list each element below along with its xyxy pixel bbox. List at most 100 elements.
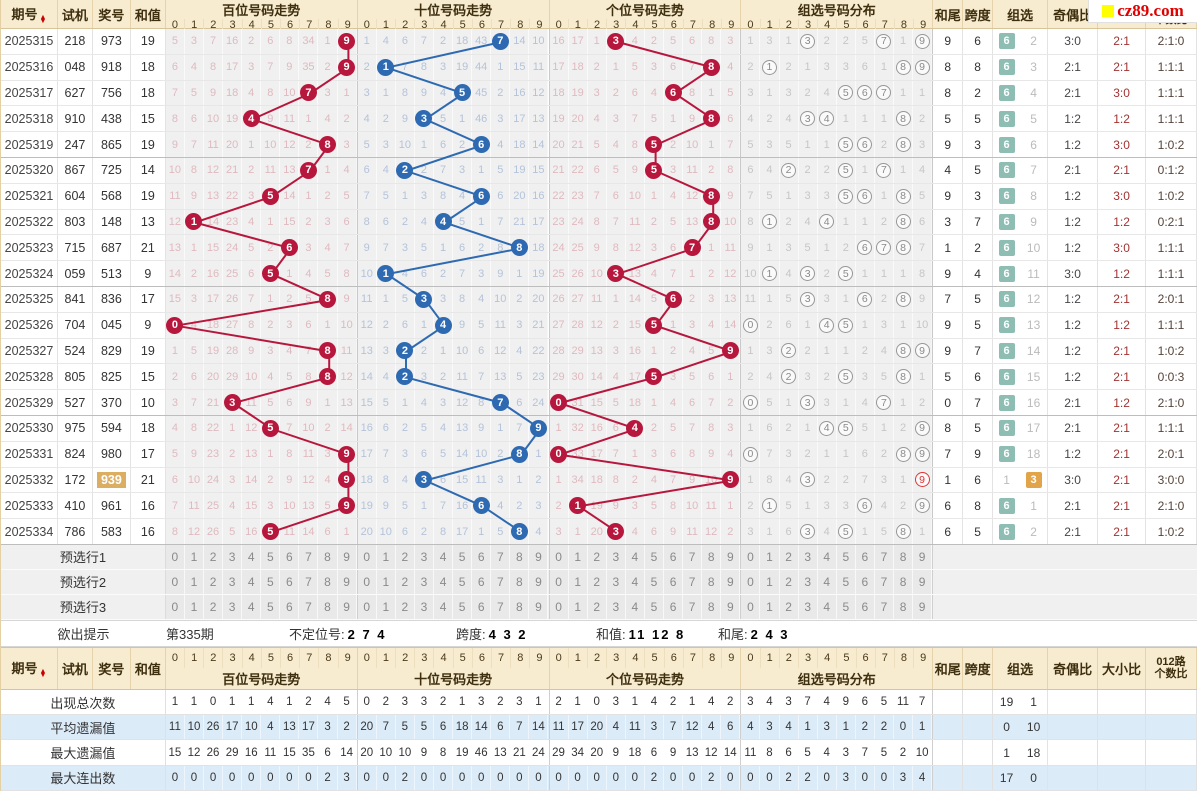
preselect-digit[interactable]: 3 <box>606 569 626 594</box>
preselect-digit[interactable]: 0 <box>165 569 185 594</box>
preselect-digit[interactable]: 2 <box>204 594 224 619</box>
preselect-digit[interactable]: 3 <box>606 544 626 569</box>
preselect-digit[interactable]: 0 <box>741 594 761 619</box>
preselect-digit[interactable]: 6 <box>664 569 684 594</box>
preselect-digit[interactable]: 8 <box>510 544 530 569</box>
preselect-digit[interactable]: 9 <box>913 594 933 619</box>
preselect-digit[interactable]: 1 <box>568 544 588 569</box>
preselect-digit[interactable]: 9 <box>529 544 549 569</box>
preselect-digit[interactable]: 4 <box>817 544 837 569</box>
preselect-digit[interactable]: 0 <box>357 569 377 594</box>
preselect-digit[interactable]: 9 <box>913 544 933 569</box>
preselect-digit[interactable]: 9 <box>721 569 741 594</box>
preselect-digit[interactable]: 7 <box>683 594 703 619</box>
preselect-digit[interactable]: 0 <box>357 544 377 569</box>
preselect-digit[interactable]: 1 <box>376 594 396 619</box>
preselect-digit[interactable]: 8 <box>894 544 914 569</box>
preselect-digit[interactable]: 1 <box>376 544 396 569</box>
preselect-digit[interactable]: 6 <box>472 594 492 619</box>
preselect-digit[interactable]: 3 <box>798 569 818 594</box>
preselect-digit[interactable]: 3 <box>414 569 435 594</box>
preselect-digit[interactable]: 0 <box>165 594 185 619</box>
preselect-digit[interactable]: 2 <box>779 544 799 569</box>
site-logo[interactable]: cz89.com <box>1088 0 1197 23</box>
preselect-digit[interactable]: 5 <box>836 594 856 619</box>
preselect-digit[interactable]: 9 <box>337 569 357 594</box>
preselect-digit[interactable]: 4 <box>434 544 454 569</box>
preselect-digit[interactable]: 2 <box>204 544 224 569</box>
preselect-digit[interactable]: 5 <box>261 594 281 619</box>
preselect-digit[interactable]: 6 <box>280 594 300 619</box>
preselect-digit[interactable]: 4 <box>817 594 837 619</box>
preselect-digit[interactable]: 7 <box>874 569 895 594</box>
preselect-digit[interactable]: 7 <box>299 569 319 594</box>
preselect-digit[interactable]: 8 <box>318 544 338 569</box>
preselect-digit[interactable]: 5 <box>836 544 856 569</box>
preselect-digit[interactable]: 0 <box>357 594 377 619</box>
preselect-digit[interactable]: 4 <box>242 544 262 569</box>
preselect-digit[interactable]: 7 <box>874 594 895 619</box>
preselect-digit[interactable]: 7 <box>491 569 511 594</box>
preselect-digit[interactable]: 8 <box>702 569 722 594</box>
preselect-digit[interactable]: 2 <box>779 569 799 594</box>
preselect-digit[interactable]: 9 <box>529 569 549 594</box>
preselect-digit[interactable]: 8 <box>510 594 530 619</box>
preselect-digit[interactable]: 0 <box>549 544 569 569</box>
preselect-digit[interactable]: 5 <box>261 569 281 594</box>
preselect-digit[interactable]: 6 <box>472 569 492 594</box>
preselect-digit[interactable]: 5 <box>453 544 473 569</box>
preselect-digit[interactable]: 1 <box>376 569 396 594</box>
preselect-digit[interactable]: 6 <box>855 544 875 569</box>
preselect-digit[interactable]: 6 <box>855 569 875 594</box>
preselect-digit[interactable]: 3 <box>223 569 243 594</box>
preselect-digit[interactable]: 5 <box>644 544 665 569</box>
preselect-digit[interactable]: 8 <box>510 569 530 594</box>
preselect-digit[interactable]: 4 <box>625 569 645 594</box>
preselect-digit[interactable]: 4 <box>242 594 262 619</box>
preselect-digit[interactable]: 1 <box>760 594 780 619</box>
preselect-digit[interactable]: 8 <box>702 594 722 619</box>
preselect-digit[interactable]: 8 <box>318 594 338 619</box>
preselect-digit[interactable]: 2 <box>587 544 607 569</box>
preselect-digit[interactable]: 2 <box>587 594 607 619</box>
preselect-digit[interactable]: 0 <box>549 569 569 594</box>
preselect-digit[interactable]: 7 <box>299 594 319 619</box>
preselect-digit[interactable]: 1 <box>184 544 205 569</box>
preselect-digit[interactable]: 2 <box>395 569 415 594</box>
preselect-digit[interactable]: 0 <box>165 544 185 569</box>
preselect-digit[interactable]: 1 <box>184 569 205 594</box>
preselect-digit[interactable]: 6 <box>472 544 492 569</box>
preselect-digit[interactable]: 2 <box>779 594 799 619</box>
preselect-digit[interactable]: 4 <box>625 594 645 619</box>
preselect-digit[interactable]: 1 <box>568 569 588 594</box>
preselect-digit[interactable]: 9 <box>721 594 741 619</box>
preselect-digit[interactable]: 9 <box>913 569 933 594</box>
preselect-digit[interactable]: 1 <box>184 594 205 619</box>
preselect-digit[interactable]: 4 <box>434 594 454 619</box>
preselect-digit[interactable]: 2 <box>204 569 224 594</box>
preselect-digit[interactable]: 1 <box>568 594 588 619</box>
preselect-digit[interactable]: 5 <box>453 569 473 594</box>
preselect-digit[interactable]: 2 <box>587 569 607 594</box>
preselect-digit[interactable]: 1 <box>760 544 780 569</box>
preselect-digit[interactable]: 4 <box>242 569 262 594</box>
sort-arrows-icon[interactable]: ▲ ▼ <box>39 14 47 25</box>
preselect-digit[interactable]: 7 <box>874 544 895 569</box>
preselect-digit[interactable]: 3 <box>223 544 243 569</box>
preselect-digit[interactable]: 7 <box>299 544 319 569</box>
preselect-digit[interactable]: 9 <box>529 594 549 619</box>
preselect-digit[interactable]: 6 <box>280 569 300 594</box>
preselect-digit[interactable]: 5 <box>836 569 856 594</box>
preselect-digit[interactable]: 6 <box>664 594 684 619</box>
preselect-digit[interactable]: 0 <box>549 594 569 619</box>
preselect-digit[interactable]: 5 <box>261 544 281 569</box>
preselect-digit[interactable]: 8 <box>702 544 722 569</box>
preselect-digit[interactable]: 8 <box>894 594 914 619</box>
preselect-digit[interactable]: 5 <box>453 594 473 619</box>
preselect-digit[interactable]: 7 <box>683 544 703 569</box>
preselect-digit[interactable]: 1 <box>760 569 780 594</box>
preselect-digit[interactable]: 2 <box>395 544 415 569</box>
preselect-digit[interactable]: 0 <box>741 544 761 569</box>
preselect-digit[interactable]: 2 <box>395 594 415 619</box>
preselect-digit[interactable]: 3 <box>414 594 435 619</box>
